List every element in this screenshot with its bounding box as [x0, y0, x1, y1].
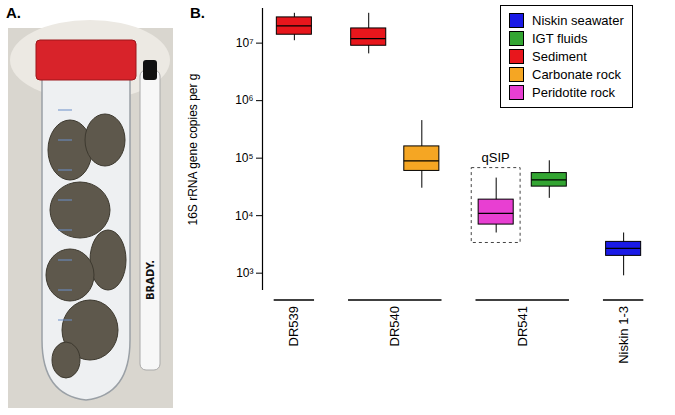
html-text:Niskin seawater: Niskin seawater — [532, 13, 624, 28]
svg-text:10⁴: 10⁴ — [235, 209, 254, 223]
svg-text:16S rRNA gene copies per g: 16S rRNA gene copies per g — [186, 73, 200, 225]
html-text:Peridotite rock: Peridotite rock — [532, 85, 616, 100]
html-text:IGT fluids: IGT fluids — [532, 31, 588, 46]
svg-text:qSIP: qSIP — [482, 150, 510, 165]
html-text:Carbonate rock: Carbonate rock — [532, 67, 621, 82]
svg-text:BRADY.: BRADY. — [145, 260, 156, 300]
svg-text:DR539: DR539 — [286, 306, 301, 346]
svg-text:10⁶: 10⁶ — [235, 93, 253, 107]
svg-text:DR541: DR541 — [515, 306, 530, 346]
html-text:Sediment: Sediment — [532, 49, 587, 64]
svg-text:10³: 10³ — [236, 266, 253, 280]
svg-text:10⁷: 10⁷ — [236, 36, 254, 50]
svg-text:Niskin 1-3: Niskin 1-3 — [616, 306, 631, 364]
svg-text:DR540: DR540 — [387, 306, 402, 346]
html-text:A.: A. — [6, 4, 21, 21]
html-text:B.: B. — [190, 4, 205, 21]
svg-text:10⁵: 10⁵ — [235, 151, 253, 165]
